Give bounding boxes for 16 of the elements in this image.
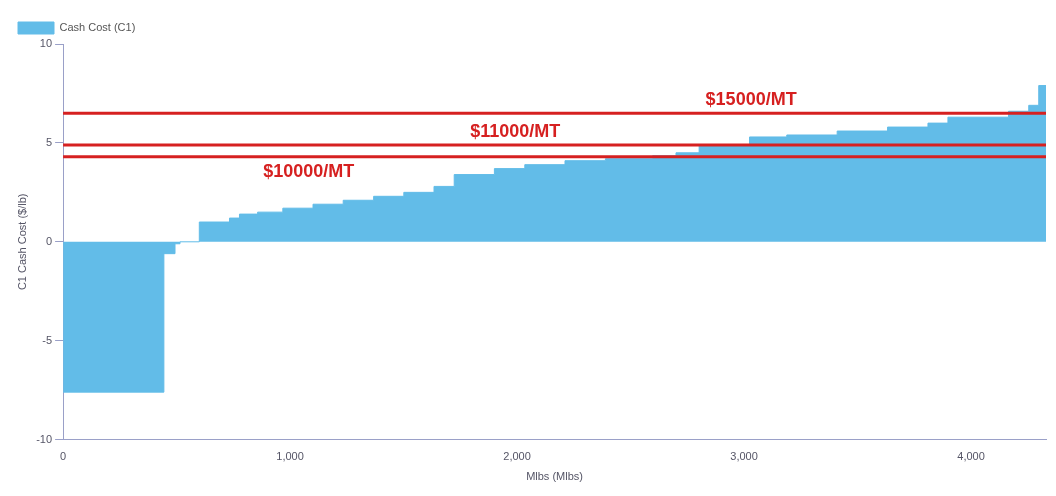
y-tick-label: -5	[42, 333, 53, 346]
legend-label: Cash Cost (C1)	[59, 21, 136, 34]
ref-line-label: $15000/MT	[705, 89, 797, 110]
x-tick-label: 0	[60, 450, 67, 463]
x-tick-label: 2,000	[503, 450, 531, 463]
x-tick-label: 3,000	[730, 450, 758, 463]
ref-line-label: $11000/MT	[470, 120, 561, 141]
y-tick-label: 5	[45, 135, 53, 148]
x-tick-label: 4,000	[957, 450, 985, 463]
y-tick-label: 0	[45, 234, 53, 247]
y-axis-title: C1 Cash Cost ($/lb)	[15, 193, 28, 291]
y-tick-label: -10	[36, 432, 53, 445]
x-tick-label: 1,000	[276, 450, 304, 463]
y-tick-label: 10	[39, 37, 53, 50]
x-axis-title: Mlbs (Mlbs)	[526, 470, 583, 483]
ref-line-label: $10000/MT	[263, 160, 355, 181]
